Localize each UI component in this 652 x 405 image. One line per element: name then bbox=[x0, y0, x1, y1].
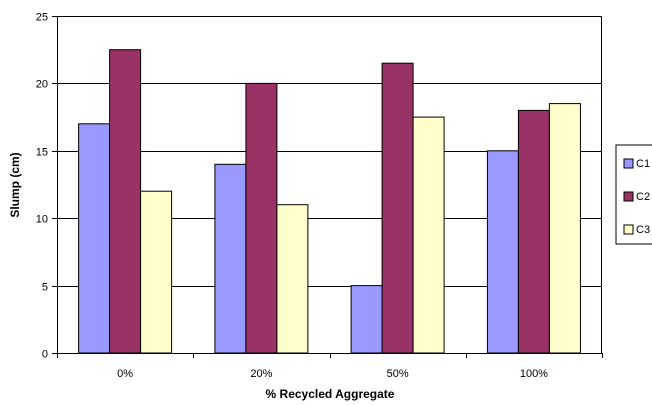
x-tick-label-2: 50% bbox=[387, 368, 409, 380]
bar-C3-2 bbox=[412, 116, 445, 354]
y-tick-label-15: 15 bbox=[36, 147, 48, 159]
bar-C1-1 bbox=[214, 163, 247, 354]
y-tick-label-5: 5 bbox=[42, 282, 48, 294]
bar-C1-2 bbox=[350, 285, 383, 354]
legend-swatch-C1 bbox=[623, 158, 634, 169]
bar-C3-0 bbox=[140, 190, 173, 354]
bar-C3-1 bbox=[276, 204, 309, 354]
y-axis-title: Slump (cm) bbox=[8, 152, 22, 217]
legend-swatch-C2 bbox=[623, 191, 634, 202]
legend-label-C1: C1 bbox=[636, 158, 650, 170]
legend-items: C1 C2 C3 bbox=[623, 158, 650, 236]
bar-C2-3 bbox=[517, 109, 550, 354]
legend-label-C3: C3 bbox=[636, 224, 650, 236]
bars bbox=[78, 49, 581, 354]
legend-frame bbox=[615, 144, 652, 245]
x-tick-labels: 0% 20% 50% 100% bbox=[117, 368, 548, 380]
x-tick-label-1: 20% bbox=[250, 368, 272, 380]
bar-C1-3 bbox=[486, 150, 519, 354]
legend-label-C2: C2 bbox=[636, 191, 650, 203]
x-tick-label-3: 100% bbox=[520, 368, 548, 380]
bar-C2-2 bbox=[381, 62, 414, 354]
bar-C2-0 bbox=[109, 49, 142, 354]
y-tick-label-25: 25 bbox=[36, 12, 48, 24]
y-tick-label-20: 20 bbox=[36, 79, 48, 91]
y-tick-label-0: 0 bbox=[42, 349, 48, 361]
axes bbox=[52, 16, 603, 358]
y-tick-labels: 0 5 10 15 20 25 bbox=[36, 12, 48, 361]
x-tick-label-0: 0% bbox=[117, 368, 133, 380]
bar-C1-0 bbox=[78, 123, 111, 354]
y-tick-label-10: 10 bbox=[36, 214, 48, 226]
bar-C2-1 bbox=[245, 82, 278, 354]
legend-swatch-C3 bbox=[623, 224, 634, 235]
bar-C3-3 bbox=[548, 103, 581, 354]
x-axis-title: % Recycled Aggregate bbox=[266, 387, 395, 401]
legend: C1 C2 C3 bbox=[615, 144, 652, 245]
